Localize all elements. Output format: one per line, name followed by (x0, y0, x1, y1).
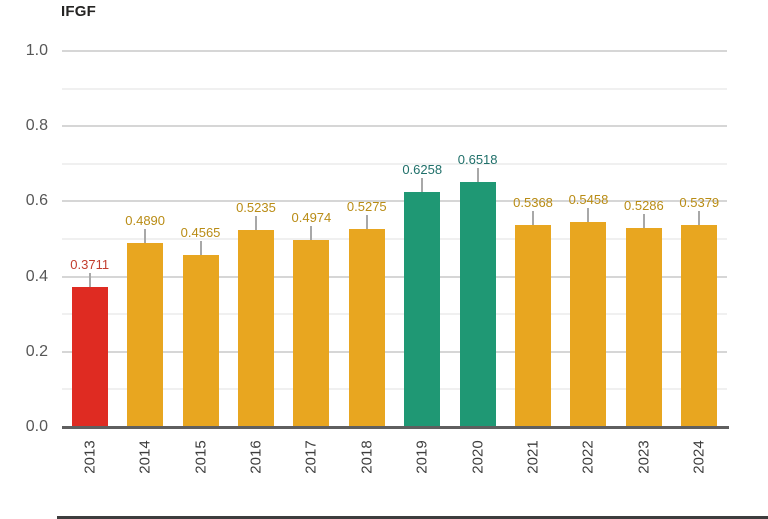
bar-value-label: 0.6518 (457, 151, 498, 167)
bar-2020[interactable] (459, 181, 496, 427)
x-axis-tick-label: 2019 (413, 440, 431, 474)
x-axis-tick-label: 2022 (579, 440, 597, 474)
gridline-minor (62, 238, 727, 240)
bar-value-label: 0.3711 (70, 257, 110, 273)
bar-2017[interactable] (293, 239, 330, 427)
y-axis-tick-label: 1.0 (25, 42, 48, 59)
bar-value-label: 0.5368 (513, 195, 553, 211)
gridline-major (62, 200, 727, 203)
value-label-stem (642, 214, 645, 229)
y-axis-tick-label: 0.6 (25, 192, 48, 210)
value-label-stem (532, 211, 535, 226)
bar-value-label: 0.4890 (125, 213, 166, 229)
gridline-major (62, 125, 727, 128)
bar-2018[interactable] (348, 228, 385, 427)
bar-2013[interactable] (71, 287, 108, 427)
bar-value-label: 0.5275 (346, 198, 387, 214)
value-label-stem (144, 229, 147, 244)
bar-value-label: 0.5458 (568, 191, 609, 207)
bar-value-label: 0.5379 (679, 194, 720, 210)
bar-2016[interactable] (237, 230, 274, 427)
gridline-major (62, 350, 727, 353)
x-axis-tick-label: 2017 (302, 440, 320, 474)
x-axis-tick-label: 2016 (247, 440, 265, 474)
bar-value-label: 0.4565 (180, 225, 221, 241)
x-axis-tick-label: 2021 (524, 440, 542, 474)
x-axis-line (62, 426, 729, 429)
x-axis-tick-label: 2018 (358, 440, 376, 474)
gridline-minor (62, 313, 727, 316)
x-axis-tick-label: 2024 (690, 440, 708, 474)
gridline-major (62, 50, 727, 52)
bar-value-label: 0.5235 (236, 200, 276, 216)
bar-2024[interactable] (681, 224, 718, 427)
value-label-stem (199, 241, 202, 256)
y-axis-tick-label: 0.2 (25, 342, 48, 360)
bar-value-label: 0.5286 (623, 198, 664, 214)
value-label-stem (365, 214, 368, 229)
x-axis-tick-label: 2020 (469, 440, 487, 474)
bar-2021[interactable] (515, 225, 552, 427)
x-axis-tick-label: 2013 (81, 440, 99, 474)
value-label-stem (421, 177, 424, 192)
bar-value-label: 0.6258 (402, 161, 443, 177)
bar-2019[interactable] (404, 191, 441, 427)
bar-2022[interactable] (570, 221, 607, 427)
gridline-minor (62, 162, 727, 165)
bar-2014[interactable] (127, 243, 164, 427)
x-axis-tick-label: 2015 (192, 440, 210, 474)
value-label-stem (698, 210, 701, 225)
bottom-edge-bar (57, 516, 768, 519)
value-label-stem (476, 167, 479, 182)
y-axis-tick-label: 0.8 (25, 117, 48, 135)
chart-title: IFGF (61, 3, 96, 20)
value-label-stem (587, 207, 590, 222)
gridline-minor (62, 87, 727, 90)
gridline-major (62, 275, 727, 278)
y-axis-tick-label: 0.4 (25, 267, 48, 285)
bar-2023[interactable] (625, 228, 662, 427)
gridline-minor (62, 388, 727, 391)
value-label-stem (88, 273, 91, 288)
y-axis-tick-label: 0.0 (25, 418, 48, 435)
x-axis-tick-label: 2014 (136, 440, 154, 474)
bar-value-label: 0.4974 (291, 209, 332, 225)
value-label-stem (310, 225, 313, 240)
bar-2015[interactable] (182, 255, 219, 427)
x-axis-tick-label: 2023 (635, 440, 653, 474)
value-label-stem (254, 216, 257, 231)
